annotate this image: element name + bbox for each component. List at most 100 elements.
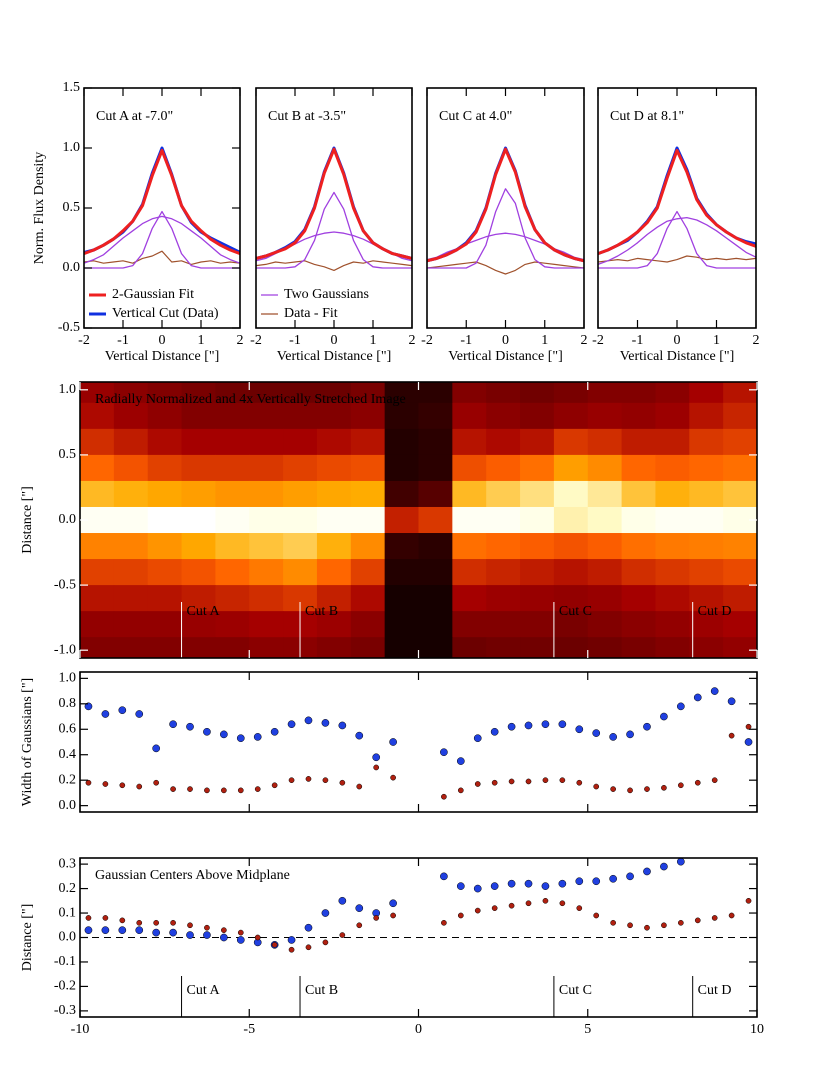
scatter-point: [661, 922, 667, 929]
heatmap-cell: [147, 480, 183, 508]
heatmap-cell: [181, 559, 216, 586]
series-line: [426, 261, 585, 275]
x-tick-label: 1: [198, 333, 205, 348]
x-tick-label: 5: [584, 1022, 591, 1037]
panel: 0.0 0.2 0.4 0.6 0.8 1.0 Width of Gaussians ["]: [20, 671, 758, 813]
x-tick-label: -2: [78, 333, 90, 348]
heatmap-cell: [723, 382, 757, 404]
heatmap-cell: [249, 428, 284, 456]
heatmap-cell: [486, 585, 521, 612]
scatter-point: [389, 738, 397, 746]
scatter-point: [661, 784, 667, 791]
panel: -2 -1 0 1 2 Cut C at 4.0" Vertical Distance ["…: [421, 87, 588, 364]
heatmap-cell: [655, 637, 690, 658]
heatmap-cell: [418, 559, 453, 586]
heatmap-cell: [249, 454, 284, 482]
heatmap-cell: [621, 533, 656, 560]
x-tick-label: -10: [71, 1022, 90, 1037]
heatmap-cell: [486, 454, 521, 482]
scatter-point: [711, 777, 718, 784]
panel-title: Radially Normalized and 4x Vertically St…: [95, 392, 406, 407]
scatter-point: [153, 919, 160, 926]
series-line: [255, 260, 413, 271]
series-line: [255, 147, 413, 260]
y-tick-label: 0.6: [59, 721, 77, 736]
heatmap-cell: [384, 506, 419, 534]
scatter-point: [728, 732, 735, 739]
scatter-point: [490, 882, 499, 890]
heatmap-cell: [350, 454, 386, 482]
scatter-point: [457, 912, 464, 919]
cut-label: Cut C: [559, 604, 592, 619]
scatter-point: [356, 922, 363, 929]
y-axis-label: Distance ["]: [20, 904, 35, 972]
y-axis-label: Norm. Flux Density: [32, 152, 47, 264]
heatmap-cell: [249, 585, 284, 612]
heatmap-cell: [553, 480, 589, 508]
scatter-point: [559, 777, 566, 784]
scatter-point: [288, 777, 295, 784]
scatter-point: [507, 879, 516, 888]
heatmap-cell: [147, 506, 183, 534]
heatmap-cell: [350, 637, 386, 658]
heatmap-cell: [452, 480, 487, 508]
heatmap-cell: [621, 402, 656, 430]
series-line: [83, 250, 241, 265]
scatter-point: [254, 786, 261, 792]
heatmap-cell: [215, 382, 250, 404]
heatmap-cell: [486, 382, 521, 404]
cut-label: Cut B: [305, 983, 338, 998]
heatmap-cell: [655, 402, 690, 430]
y-tick-label: 1.0: [59, 382, 77, 397]
heatmap-cell: [587, 533, 623, 560]
scatter-point: [694, 779, 701, 786]
scatter-point: [236, 936, 245, 944]
heatmap-cell: [587, 382, 623, 404]
scatter-point: [236, 734, 245, 743]
scatter-point: [237, 929, 244, 936]
heatmap-cell: [418, 611, 453, 638]
y-tick-label: 0.0: [59, 798, 77, 813]
panel-title: Cut C at 4.0": [439, 109, 512, 124]
heatmap-cell: [452, 382, 487, 404]
heatmap-cell: [283, 382, 318, 404]
heatmap-cell: [587, 611, 623, 638]
heatmap-cell: [113, 402, 149, 430]
panel: 2-Gaussian Fit Vertical Cut (Data) -0.5 0.0…: [32, 80, 243, 364]
heatmap-cell: [316, 559, 352, 586]
heatmap-cell: [486, 611, 521, 638]
heatmap-cell: [215, 506, 250, 534]
scatter-point: [644, 786, 650, 792]
scatter-point: [118, 706, 127, 715]
scatter-point: [558, 879, 567, 888]
scatter-point: [102, 915, 109, 921]
heatmap-cell: [181, 585, 216, 612]
scatter-point: [693, 693, 702, 702]
heatmap-cell: [215, 428, 250, 456]
scatter-point: [254, 934, 261, 941]
heatmap-cell: [316, 382, 352, 404]
heatmap-cell: [249, 559, 284, 586]
heatmap-cell: [452, 402, 487, 430]
heatmap-cell: [723, 480, 757, 508]
scatter-point: [101, 710, 110, 718]
heatmap-cell: [80, 454, 115, 482]
scatter-point: [456, 757, 465, 765]
heatmap-cell: [147, 585, 183, 612]
heatmap-cell: [486, 402, 521, 430]
scatter-point: [304, 923, 313, 932]
scatter-point: [338, 721, 347, 730]
heatmap-cell: [689, 480, 724, 508]
heatmap-cell: [553, 454, 589, 482]
y-tick-label: 0.0: [59, 512, 77, 527]
scatter-point: [576, 905, 583, 911]
scatter-point: [186, 722, 194, 731]
heatmap-cell: [249, 402, 284, 430]
heatmap-cell: [655, 382, 690, 404]
panel: Cut A Cut B Cut C Cut D -0.3 -0.2 -0.1 0.0 0.1 0.…: [20, 856, 764, 1037]
scatter-point: [593, 783, 600, 790]
heatmap-cell: [249, 506, 284, 534]
heatmap-cell: [418, 402, 453, 430]
scatter-point: [473, 884, 482, 893]
heatmap-cell: [689, 637, 724, 658]
